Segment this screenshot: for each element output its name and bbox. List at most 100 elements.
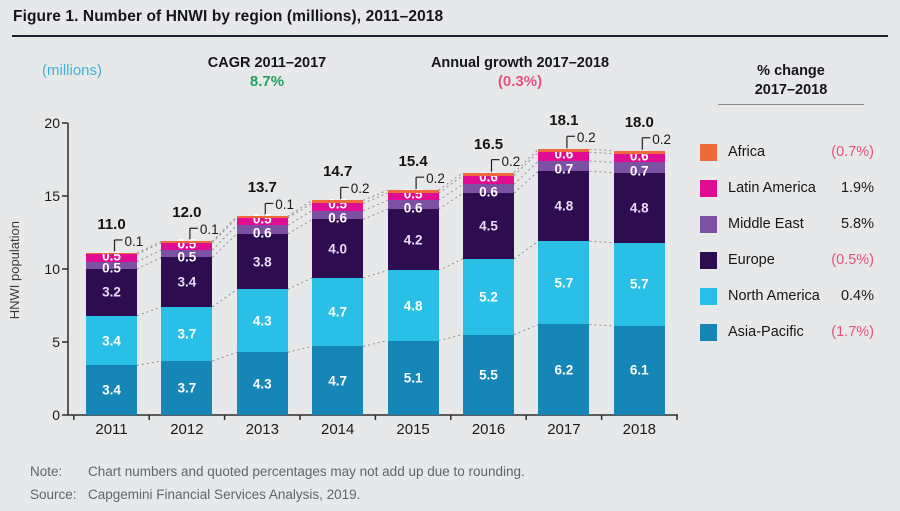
bar-segment-europe-2013: [236, 233, 288, 290]
annual-growth-block: Annual growth 2017–2018 (0.3%): [398, 55, 642, 90]
y-tick-label: 10: [44, 261, 60, 277]
segment-value-label: 0.6: [252, 225, 272, 241]
africa-callout-label: 0.2: [576, 130, 596, 146]
segment-value-label: 3.8: [252, 254, 272, 270]
bar-segment-latin-america-2018: [613, 153, 665, 163]
segment-value-label: 4.8: [554, 198, 574, 214]
bar-segment-middle-east-2017: [538, 160, 590, 172]
connector-line: [287, 277, 313, 290]
africa-callout-label: 0.1: [124, 233, 144, 249]
connector-line: [589, 323, 614, 327]
legend-item-africa: Africa (0.7%): [700, 134, 874, 170]
annual-growth-label: Annual growth 2017–2018: [430, 55, 610, 71]
bar-total-label: 14.7: [323, 163, 353, 181]
x-category-label: 2018: [622, 421, 656, 438]
bar-segment-latin-america-2013: [236, 217, 288, 226]
bar-segment-north-america-2011: [86, 315, 137, 366]
note-text: Chart numbers and quoted percentages may…: [88, 464, 525, 479]
legend-label: Latin America: [728, 180, 816, 196]
segment-value-label: 3.4: [102, 382, 121, 398]
bar-segment-europe-2015: [387, 209, 439, 271]
connector-line: [513, 240, 539, 260]
bar-segment-north-america-2012: [161, 306, 213, 361]
connector-line: [212, 289, 238, 308]
segment-value-label: 0.5: [102, 248, 121, 264]
bar-segment-latin-america-2016: [463, 175, 514, 185]
y-tick-label: 0: [52, 407, 60, 423]
bar-segment-asia-pacific-2012: [161, 360, 213, 415]
connector-line: [438, 183, 464, 201]
bar-segment-europe-2012: [161, 257, 213, 307]
bar-segment-middle-east-2016: [463, 184, 514, 194]
segment-value-label: 3.7: [177, 326, 197, 342]
legend: Africa (0.7%) Latin America 1.9% Middle East…: [700, 134, 874, 350]
connector-line: [589, 160, 614, 163]
bar-segment-europe-2016: [463, 193, 514, 259]
bar-segment-africa-2018: [613, 150, 665, 154]
bar-segment-latin-america-2014: [312, 203, 364, 211]
cagr-block: CAGR 2011–2017 8.7%: [160, 55, 374, 90]
y-axis-label: HNWI population: [6, 220, 22, 320]
connector-line: [212, 233, 238, 258]
legend-swatch-asia-pacific: [700, 323, 717, 341]
legend-item-latin-america: Latin America 1.9%: [700, 170, 874, 206]
segment-value-label: 0.6: [403, 200, 423, 216]
connector-line: [363, 340, 388, 347]
bar-segment-middle-east-2015: [387, 200, 439, 210]
segment-value-label: 0.6: [328, 210, 348, 226]
bar-total-label: 11.0: [97, 215, 126, 233]
segment-value-label: 3.4: [177, 274, 197, 290]
figure-title: Figure 1. Number of HNWI by region (mill…: [13, 8, 444, 25]
segment-value-label: 6.1: [629, 362, 649, 378]
connector-line: [589, 240, 614, 244]
connector-line: [589, 151, 614, 155]
africa-callout-label: 0.2: [426, 171, 445, 187]
africa-callout-label: 0.2: [501, 153, 521, 169]
connector-line: [438, 192, 464, 210]
pct-change-header-line2: 2017–2018: [754, 82, 828, 98]
africa-callout-label: 0.1: [199, 222, 219, 238]
legend-swatch-europe: [700, 251, 717, 269]
bar-segment-asia-pacific-2018: [613, 325, 665, 415]
title-divider: [12, 35, 888, 37]
bar-segment-north-america-2017: [538, 241, 590, 325]
legend-item-north-america: North America 0.4%: [700, 278, 874, 314]
bar-segment-latin-america-2011: [86, 254, 137, 262]
pct-change-underline: [718, 104, 864, 105]
legend-value: (1.7%): [831, 324, 874, 340]
bar-segment-north-america-2014: [312, 277, 364, 347]
y-axis-label-wrap: HNWI population: [4, 165, 24, 375]
bar-segment-europe-2014: [312, 219, 364, 278]
bar-segment-latin-america-2012: [161, 242, 213, 251]
connector-line: [136, 360, 162, 366]
legend-item-middle-east: Middle East 5.8%: [700, 206, 874, 242]
bar-total-label: 18.1: [549, 112, 579, 130]
segment-value-label: 3.2: [102, 284, 121, 300]
legend-swatch-latin-america: [700, 179, 717, 197]
x-category-label: 2011: [95, 421, 128, 438]
connector-line: [513, 324, 539, 336]
bar-segment-africa-2014: [312, 200, 364, 204]
segment-value-label: 0.5: [177, 236, 197, 252]
legend-value: (0.7%): [831, 144, 874, 160]
segment-value-label: 3.7: [177, 380, 197, 396]
legend-value: 0.4%: [840, 288, 874, 304]
connector-line: [287, 210, 313, 226]
segment-value-label: 4.8: [629, 200, 649, 216]
segment-value-label: 5.1: [403, 370, 423, 386]
x-category-label: 2012: [170, 421, 204, 438]
connector-line: [363, 199, 388, 212]
cagr-value: 8.7%: [249, 73, 285, 90]
segment-value-label: 4.7: [328, 373, 348, 389]
bar-total-label: 15.4: [398, 153, 428, 171]
legend-item-asia-pacific: Asia-Pacific (1.7%): [700, 314, 874, 350]
legend-swatch-africa: [700, 143, 717, 161]
legend-label: Asia-Pacific: [728, 324, 804, 340]
bar-segment-middle-east-2011: [86, 261, 137, 269]
bar-segment-middle-east-2014: [312, 210, 364, 220]
segment-value-label: 0.7: [554, 161, 574, 177]
segment-value-label: 5.5: [479, 367, 498, 383]
bar-segment-asia-pacific-2011: [86, 365, 137, 415]
